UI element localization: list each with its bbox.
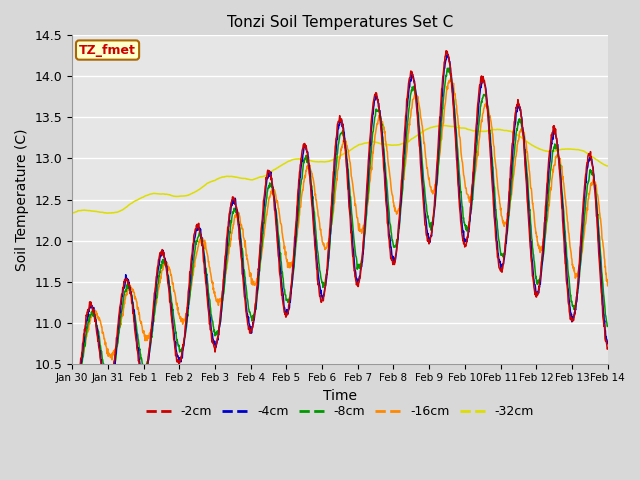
X-axis label: Time: Time <box>323 389 357 403</box>
Text: TZ_fmet: TZ_fmet <box>79 44 136 57</box>
Legend: -2cm, -4cm, -8cm, -16cm, -32cm: -2cm, -4cm, -8cm, -16cm, -32cm <box>141 400 539 423</box>
Y-axis label: Soil Temperature (C): Soil Temperature (C) <box>15 128 29 271</box>
Title: Tonzi Soil Temperatures Set C: Tonzi Soil Temperatures Set C <box>227 15 453 30</box>
